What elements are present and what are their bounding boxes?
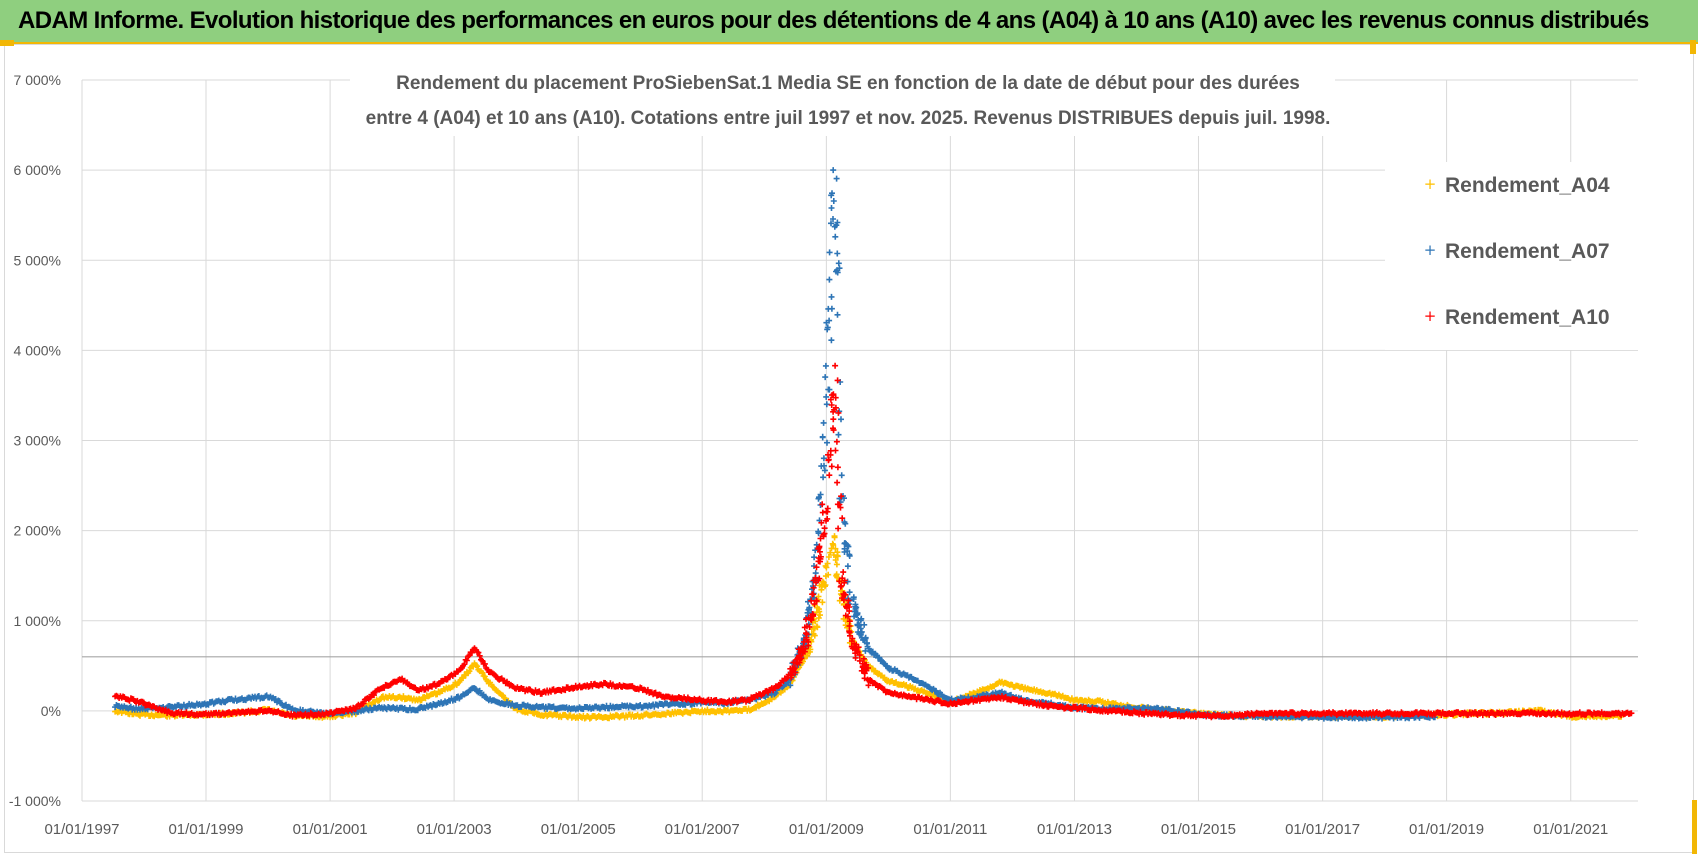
y-tick-label: 5 000% [14,252,61,268]
title-background [350,64,1335,136]
x-tick-label: 01/01/2021 [1533,821,1608,838]
x-tick-label: 01/01/2005 [541,821,616,838]
y-tick-label: 7 000% [14,72,61,88]
x-tick-label: 01/01/1997 [44,821,119,838]
y-tick-label: 0% [41,703,61,719]
y-tick-label: 2 000% [14,523,61,539]
series-group [112,167,1635,722]
y-tick-label: -1 000% [9,793,61,809]
y-tick-label: 6 000% [14,162,61,178]
y-tick-label: 4 000% [14,342,61,358]
x-tick-label: 01/01/1999 [168,821,243,838]
corner-marker-top-right [1690,40,1696,54]
x-tick-label: 01/01/2009 [789,821,864,838]
legend-label-a07: Rendement_A07 [1445,240,1610,263]
x-tick-label: 01/01/2003 [417,821,492,838]
chart-title-line-1: Rendement du placement ProSiebenSat.1 Me… [396,73,1300,94]
corner-marker-top-left [0,40,14,46]
x-tick-label: 01/01/2001 [293,821,368,838]
banner-title: ADAM Informe. Evolution historique des p… [18,7,1649,34]
series-markers [112,533,1625,722]
legend-marker-a04: + [1424,175,1437,193]
banner: ADAM Informe. Evolution historique des p… [0,0,1698,44]
legend-marker-a10: + [1424,307,1437,325]
legend: + Rendement_A04 + Rendement_A07 + Rendem… [1424,174,1610,329]
series-markers [112,167,1438,722]
series-rendement-a10 [112,362,1635,721]
x-tick-label: 01/01/2019 [1409,821,1484,838]
legend-marker-a07: + [1424,241,1437,259]
legend-label-a04: Rendement_A04 [1445,174,1610,197]
corner-marker-bottom-right [1692,800,1697,854]
chart-frame [4,44,1694,853]
y-tick-label: 3 000% [14,433,61,449]
series-rendement-a07 [112,167,1438,722]
y-axis-ticks: 7 000% 6 000% 5 000% 4 000% 3 000% 2 000% 1 00… [9,72,61,809]
x-tick-label: 01/01/2011 [913,821,987,838]
legend-label-a10: Rendement_A10 [1445,306,1610,329]
chart-title-line-2: entre 4 (A04) et 10 ans (A10). Cotations… [366,108,1331,129]
y-tick-label: 1 000% [14,613,61,629]
series-rendement-a04 [112,533,1625,722]
x-axis-ticks: 01/01/1997 01/01/1999 01/01/2001 01/01/2003… [44,821,1608,838]
x-tick-label: 01/01/2007 [665,821,740,838]
series-markers [112,362,1635,721]
x-tick-label: 01/01/2017 [1285,821,1360,838]
x-tick-label: 01/01/2013 [1037,821,1112,838]
legend-background [1385,162,1640,350]
x-tick-label: 01/01/2015 [1161,821,1236,838]
